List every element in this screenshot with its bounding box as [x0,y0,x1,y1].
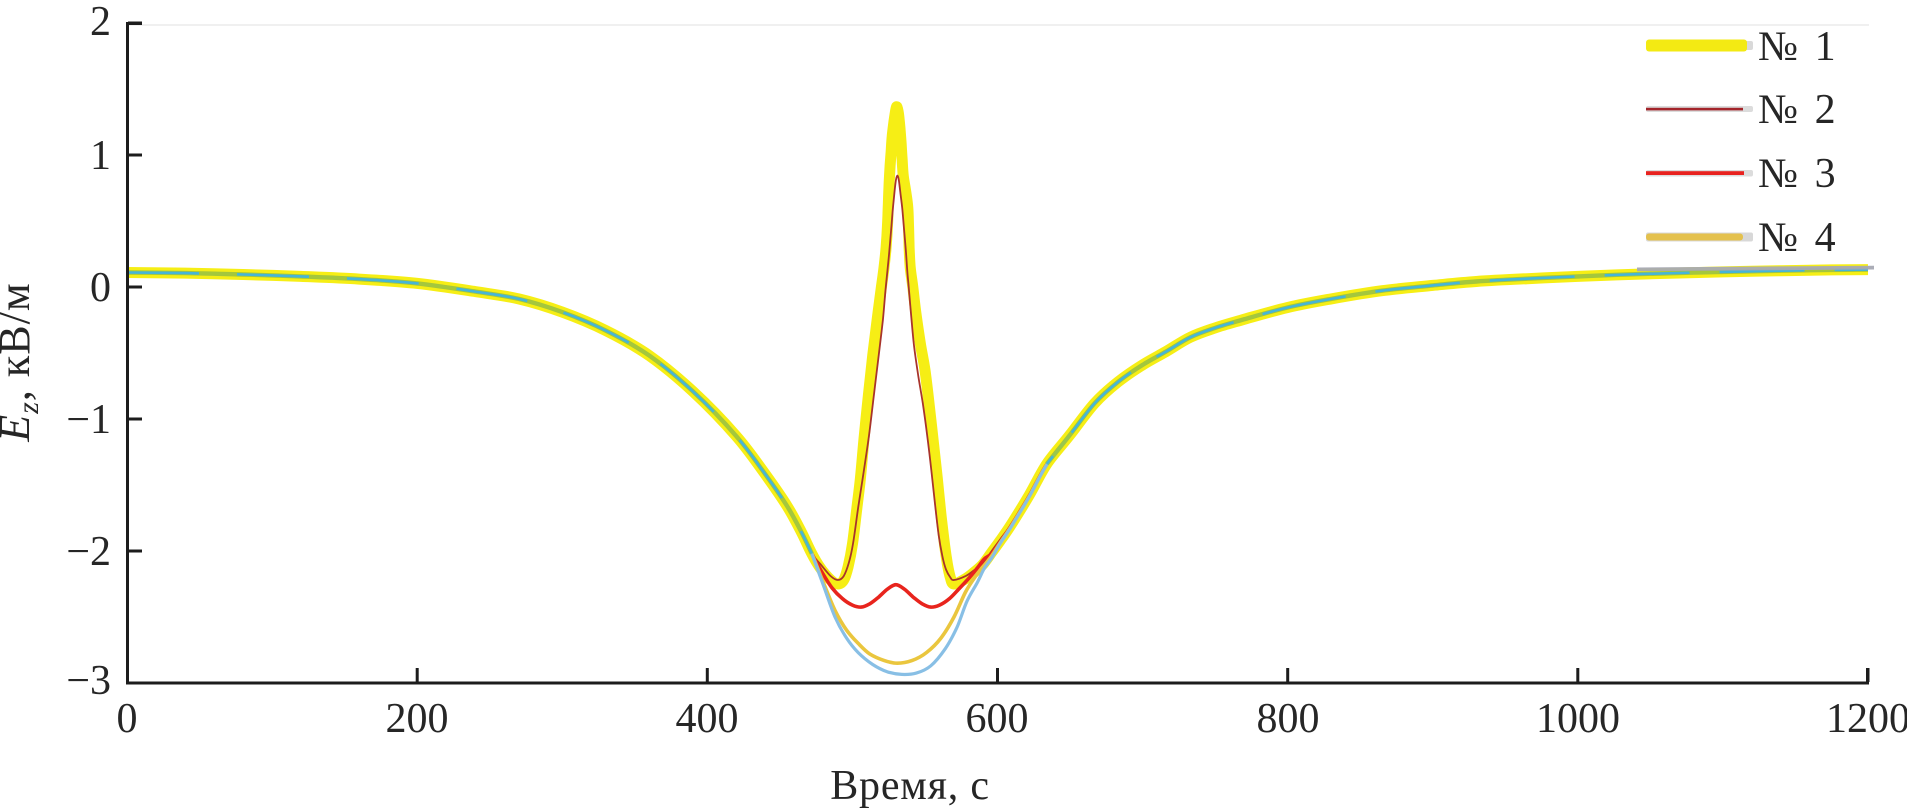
svg-text:№ 3: № 3 [1758,151,1839,197]
svg-text:1000: 1000 [1536,696,1620,742]
svg-text:−2: −2 [66,529,111,575]
svg-text:−1: −1 [66,397,111,443]
svg-text:800: 800 [1257,696,1320,742]
svg-text:№ 4: № 4 [1758,215,1839,261]
svg-text:№ 2: № 2 [1758,87,1839,133]
svg-text:2: 2 [90,0,111,45]
svg-text:1200: 1200 [1826,696,1907,742]
svg-text:Время, с: Время, с [830,763,990,809]
svg-text:Ez, кВ/м: Ez, кВ/м [0,282,45,442]
svg-text:1: 1 [90,133,111,179]
svg-text:−3: −3 [66,658,111,704]
svg-text:400: 400 [676,696,739,742]
svg-text:200: 200 [386,696,449,742]
svg-text:0: 0 [117,696,138,742]
svg-text:№ 1: № 1 [1758,24,1839,70]
svg-text:600: 600 [966,696,1029,742]
svg-text:0: 0 [90,265,111,311]
